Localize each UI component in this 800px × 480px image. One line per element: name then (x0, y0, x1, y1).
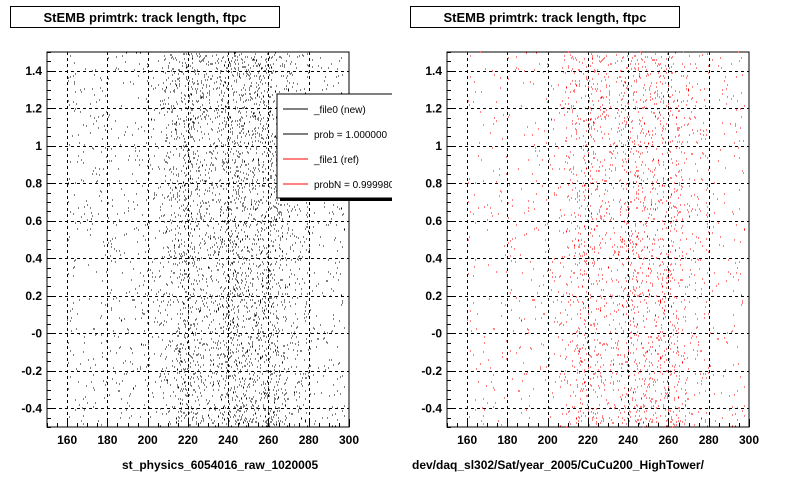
legend-entry-label: prob = 1.000000 (314, 130, 388, 141)
x-tick-label: 240 (618, 433, 638, 447)
x-tick-label: 260 (658, 433, 678, 447)
y-tick-label: 0.8 (425, 176, 442, 190)
x-tick-label: 280 (699, 433, 719, 447)
y-tick-label: 1 (35, 139, 42, 153)
y-tick-label: -0 (31, 326, 42, 340)
x-tick-label: 240 (218, 433, 238, 447)
x-tick-label: 200 (138, 433, 158, 447)
y-tick-label: -0.2 (21, 364, 42, 378)
y-tick-label: -0 (431, 326, 442, 340)
y-tick-label: 0.6 (425, 214, 442, 228)
y-tick-label: 1.4 (25, 64, 42, 78)
right-x-axis-label: dev/daq_sl302/Sat/year_2005/CuCu200_High… (412, 458, 704, 472)
left-x-axis-label: st_physics_6054016_raw_1020005 (122, 458, 319, 472)
scatter-points (67, 51, 345, 428)
x-tick-label: 200 (538, 433, 558, 447)
y-tick-label: 0.6 (25, 214, 42, 228)
series-0-points (67, 51, 345, 428)
x-tick-label: 260 (258, 433, 278, 447)
axis-ticks (447, 52, 750, 428)
x-tick-label: 220 (578, 433, 598, 447)
axis-ticks (47, 52, 350, 428)
series-1-points (467, 51, 745, 428)
x-tick-label: 300 (339, 433, 359, 447)
x-tick-label: 280 (299, 433, 319, 447)
y-tick-label: 1.2 (425, 101, 442, 115)
x-tick-label: 180 (497, 433, 517, 447)
y-tick-label: 0.4 (25, 251, 42, 265)
legend-entry-label: probN = 0.999980 (314, 180, 395, 191)
x-tick-label: 160 (457, 433, 477, 447)
x-tick-label: 300 (739, 433, 759, 447)
y-tick-label: 1.4 (425, 64, 442, 78)
legend: _file0 (new) prob = 1.000000 _file1 (ref) p… (276, 93, 395, 201)
scatter-points (467, 51, 745, 428)
right-plot: 160 180 200 220 240 260 280 300 -0.4 -0.2 -0 0.2 0.4… (421, 51, 759, 447)
y-tick-label: 0.2 (425, 289, 442, 303)
grid (447, 52, 749, 427)
y-tick-label: -0.4 (421, 401, 442, 415)
y-tick-label: 0.8 (25, 176, 42, 190)
y-tick-label: 1.2 (25, 101, 42, 115)
x-tick-label: 180 (97, 433, 117, 447)
legend-entry-label: _file0 (new) (313, 105, 366, 116)
right-chart-title: StEMB primtrk: track length, ftpc (410, 6, 680, 28)
plot-frame (446, 51, 750, 428)
x-tick-label: 220 (178, 433, 198, 447)
y-tick-label: 1 (435, 139, 442, 153)
x-tick-label: 160 (57, 433, 77, 447)
y-tick-label: -0.2 (421, 364, 442, 378)
y-tick-label: 0.2 (25, 289, 42, 303)
y-tick-label: -0.4 (21, 401, 42, 415)
left-chart-title: StEMB primtrk: track length, ftpc (10, 6, 280, 28)
y-tick-label: 0.4 (425, 251, 442, 265)
legend-entry-label: _file1 (ref) (313, 155, 359, 166)
